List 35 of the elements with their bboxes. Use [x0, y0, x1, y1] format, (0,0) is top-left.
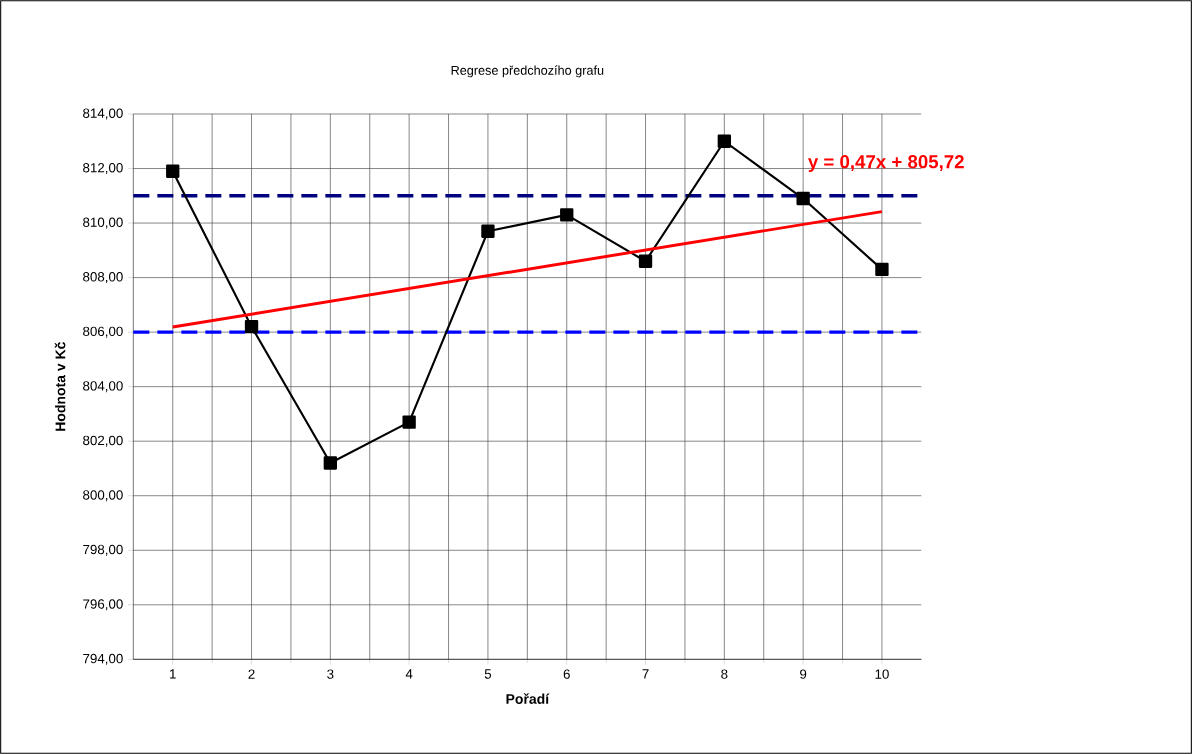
- point: [717, 134, 732, 148]
- y-tick-label: 798,00: [83, 544, 123, 556]
- x-tick-label: 7: [642, 669, 649, 679]
- x-tick-label: 9: [800, 669, 807, 679]
- point: [638, 254, 653, 268]
- point: [796, 191, 810, 206]
- x-tick-label: 1: [170, 669, 176, 679]
- point: [402, 415, 416, 429]
- y-tick-label: 802,00: [83, 435, 123, 447]
- point: [481, 224, 495, 238]
- point: [875, 262, 889, 277]
- x-tick-label: 2: [248, 669, 255, 679]
- point: [244, 320, 259, 334]
- point: [166, 164, 180, 178]
- annotation: y = 0,47x + 805,72: [808, 155, 964, 172]
- x-tick-label: 8: [721, 669, 728, 679]
- x-axis-title: Pořadí: [506, 693, 550, 704]
- y-tick-label: 800,00: [83, 490, 123, 502]
- x-tick-label: 3: [327, 669, 334, 679]
- x-tick-label: 6: [563, 669, 570, 679]
- x-tick-label: 5: [484, 669, 492, 679]
- y-tick-label: 810,00: [83, 217, 123, 229]
- y-tick-label: 808,00: [83, 272, 123, 284]
- y-tick-label: 806,00: [83, 326, 123, 338]
- point: [323, 456, 338, 470]
- y-tick-label: 794,00: [83, 653, 123, 665]
- y-tick-label: 812,00: [83, 163, 123, 175]
- y-tick-label: 814,00: [83, 108, 123, 120]
- y-axis-title: Hodnota v Kč: [54, 341, 66, 431]
- x-tick-label: 4: [405, 669, 413, 679]
- point: [560, 208, 574, 222]
- chart-title: Regrese předchozího grafu: [451, 65, 604, 78]
- y-tick-label: 796,00: [83, 599, 123, 611]
- x-tick-label: 10: [875, 669, 889, 679]
- y-tick-label: 804,00: [83, 381, 123, 393]
